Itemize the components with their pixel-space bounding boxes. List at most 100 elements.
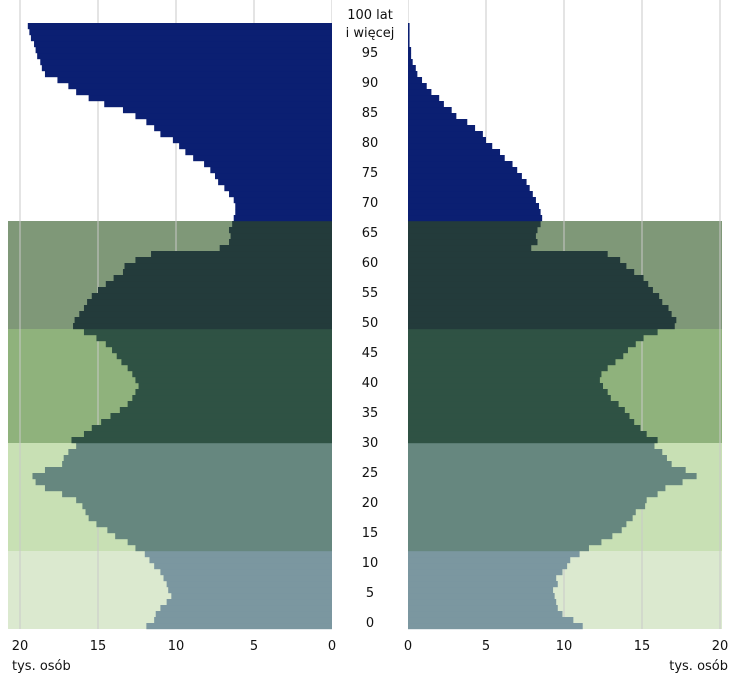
bar-left-age-29	[68, 449, 333, 456]
bar-left-age-26	[44, 467, 333, 474]
bar-right-age-1	[408, 617, 574, 624]
bar-right-age-21	[408, 497, 647, 504]
bar-left-age-75	[215, 173, 332, 180]
x-tick-left-15: 15	[90, 639, 107, 654]
bar-left-age-59	[122, 269, 333, 276]
bar-right-age-11	[408, 557, 571, 564]
bar-right-age-14	[408, 539, 602, 546]
bar-left-age-0	[146, 623, 332, 630]
bar-left-age-19	[85, 509, 333, 516]
bar-left-age-71	[233, 197, 332, 204]
bar-right-age-86	[408, 107, 452, 114]
x-tick-right-15: 15	[634, 639, 651, 654]
bar-left-age-86	[122, 107, 333, 114]
bar-left-age-62	[151, 251, 332, 258]
bar-left-age-45	[116, 353, 332, 360]
bar-left-age-78	[193, 155, 332, 162]
bar-left-age-15	[115, 533, 332, 540]
bar-right-age-85	[408, 113, 457, 120]
bar-right-age-56	[408, 287, 653, 294]
bar-right-age-57	[408, 281, 649, 288]
bar-left-age-10	[154, 563, 332, 570]
bar-left-age-14	[127, 539, 332, 546]
age-label-0: 0	[366, 616, 374, 631]
age-top-label-line1: 100 lat	[347, 8, 393, 23]
bar-right-age-37	[408, 401, 619, 408]
bar-right-age-22	[408, 491, 658, 498]
bar-right-age-38	[408, 395, 611, 402]
bar-left-age-32	[83, 431, 333, 438]
bar-right-age-17	[408, 521, 627, 528]
bar-left-age-55	[91, 293, 332, 300]
bar-left-age-89	[76, 89, 332, 96]
bar-left-age-72	[229, 191, 332, 198]
bar-left-age-50	[73, 323, 332, 330]
bar-left-age-5	[171, 593, 332, 600]
x-axis-tick-labels: 20 15 10 5 0 0 5 10 15 20	[12, 639, 729, 654]
bar-left-age-28	[63, 455, 333, 462]
bar-right-age-27	[408, 461, 672, 468]
x-tick-right-20: 20	[712, 639, 729, 654]
bar-right-age-19	[408, 509, 636, 516]
bar-right-age-89	[408, 89, 432, 96]
bar-right-age-74	[408, 179, 527, 186]
bar-left-age-68	[233, 215, 332, 222]
bar-left-age-33	[91, 425, 332, 432]
bar-left-age-74	[218, 179, 332, 186]
bar-left-age-51	[74, 317, 332, 324]
bar-left-age-54	[87, 299, 332, 306]
bar-right-age-41	[408, 377, 600, 384]
bar-left-age-85	[135, 113, 332, 120]
bar-right-age-12	[408, 551, 580, 558]
bar-right-age-69	[408, 209, 541, 216]
bar-right-age-4	[408, 599, 557, 606]
bar-left-age-66	[229, 227, 332, 234]
bar-left-age-42	[132, 371, 332, 378]
bar-left-age-61	[135, 257, 332, 264]
bar-right-age-99	[408, 29, 410, 36]
bar-right-age-18	[408, 515, 633, 522]
bar-right-age-31	[408, 437, 658, 444]
bar-right-age-98	[408, 35, 410, 42]
bar-left-age-93	[41, 65, 333, 72]
age-label-20: 20	[362, 496, 379, 511]
bar-right-age-51	[408, 317, 677, 324]
age-label-5: 5	[366, 586, 374, 601]
age-axis-gap	[332, 0, 408, 629]
age-label-80: 80	[362, 136, 379, 151]
bar-left-age-65	[230, 233, 332, 240]
bar-right-age-42	[408, 371, 602, 378]
bar-right-age-2	[408, 611, 563, 618]
bar-left-age-92	[44, 71, 333, 78]
bar-left-age-13	[135, 545, 332, 552]
x-tick-left-10: 10	[168, 639, 185, 654]
bar-right-age-58	[408, 275, 644, 282]
age-label-15: 15	[362, 526, 379, 541]
bar-left-age-81	[172, 137, 332, 144]
bar-left-age-35	[110, 413, 332, 420]
bar-right-age-81	[408, 137, 486, 144]
bar-right-age-30	[408, 443, 655, 450]
bar-left-age-73	[224, 185, 332, 192]
age-top-label-line2: i więcej	[346, 26, 395, 41]
bar-left-age-18	[88, 515, 332, 522]
age-label-70: 70	[362, 196, 379, 211]
x-tick-right-0: 0	[404, 639, 412, 654]
bar-right-age-35	[408, 413, 630, 420]
age-label-95: 95	[362, 46, 379, 61]
bar-left-age-58	[113, 275, 332, 282]
bar-right-age-3	[408, 605, 558, 612]
bar-right-age-47	[408, 341, 636, 348]
bar-left-age-49	[83, 329, 333, 336]
bar-left-age-6	[168, 587, 332, 594]
bar-right-age-53	[408, 305, 669, 312]
bar-left-age-69	[235, 209, 332, 216]
bar-left-age-84	[146, 119, 332, 126]
age-label-10: 10	[362, 556, 379, 571]
age-label-60: 60	[362, 256, 379, 271]
bar-right-age-59	[408, 269, 635, 276]
bar-right-age-88	[408, 95, 440, 102]
bar-left-age-2	[155, 611, 332, 618]
bar-right-age-80	[408, 143, 493, 150]
